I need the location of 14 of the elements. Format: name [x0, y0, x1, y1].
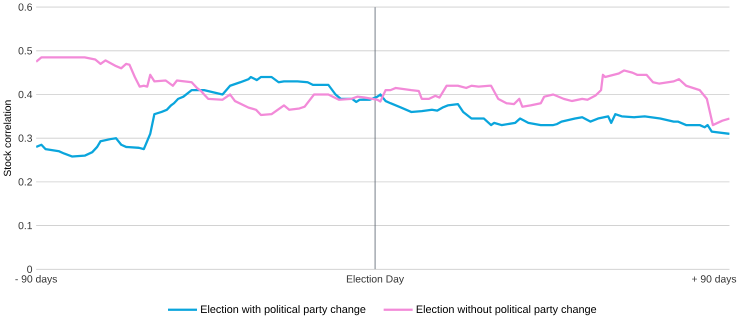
- y-tick-label: 0.6: [18, 4, 32, 11]
- line-series: [36, 56, 730, 126]
- legend-label: Election with political party change: [201, 305, 366, 316]
- y-tick-label: 0.2: [18, 178, 32, 186]
- legend-label: Election without political party change: [416, 305, 596, 316]
- y-tick-label: 0.5: [18, 47, 32, 55]
- y-tick-label: 0.4: [18, 91, 32, 98]
- y-axis-title: Stock correlation: [3, 100, 12, 176]
- y-tick-label: 0: [27, 266, 32, 274]
- y-tick-label: 0.3: [18, 134, 32, 142]
- x-tick-label: Election Day: [346, 275, 404, 285]
- y-tick-label: 0.1: [18, 222, 32, 230]
- x-tick-label: + 90 days: [692, 275, 736, 285]
- x-tick-label: - 90 days: [15, 275, 57, 285]
